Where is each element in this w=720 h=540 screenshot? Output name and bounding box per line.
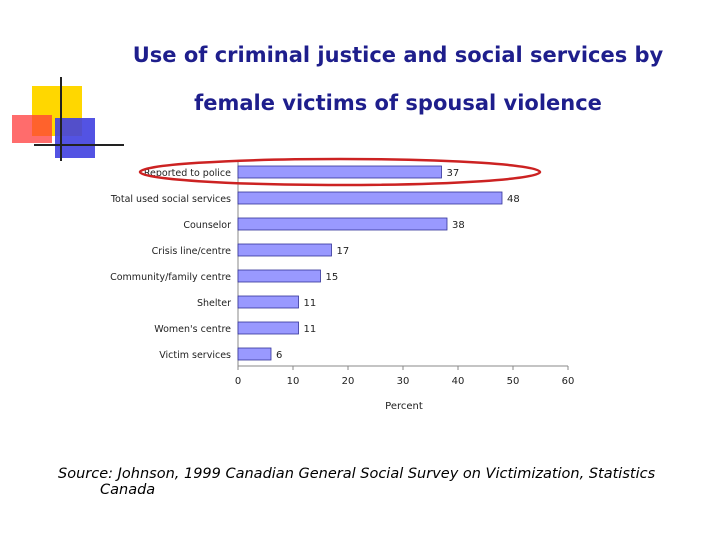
x-tick-label-0: 0 — [235, 376, 241, 387]
deco-horizontal-line — [34, 144, 124, 146]
source-citation: Source: Johnson, 1999 Canadian General S… — [58, 466, 655, 498]
x-tick-label-60: 60 — [562, 376, 575, 387]
bar-counselor — [237, 217, 448, 231]
deco-red-square — [12, 115, 52, 143]
bar-crisis-line-centre — [237, 243, 332, 257]
slide-title-line-1: Use of criminal justice and social servi… — [132, 43, 664, 67]
x-tick-label-10: 10 — [287, 376, 300, 387]
bar-reported-to-police — [237, 165, 442, 179]
value-label-shelter: 11 — [304, 298, 317, 309]
category-label-community-family-centre: Community/family centre — [110, 272, 231, 283]
category-label-reported-to-police: Reported to police — [144, 168, 231, 179]
x-tick-label-30: 30 — [397, 376, 410, 387]
x-tick-label-40: 40 — [452, 376, 465, 387]
x-axis-title: Percent — [385, 401, 423, 412]
bar-chart: Reported to police 37 Total used social se… — [110, 157, 575, 412]
x-tick-label-50: 50 — [507, 376, 520, 387]
category-label-total-used-social-services: Total used social services — [110, 194, 231, 205]
category-label-women-s-centre: Women's centre — [154, 324, 231, 335]
category-label-counselor: Counselor — [183, 220, 231, 231]
category-label-crisis-line-centre: Crisis line/centre — [152, 246, 232, 257]
bar-community-family-centre — [237, 269, 321, 283]
category-label-victim-services: Victim services — [159, 350, 231, 361]
source-line-2: Canada — [100, 482, 156, 498]
slide-title-line-2: female victims of spousal violence — [194, 91, 602, 115]
bar-shelter — [237, 295, 299, 309]
value-label-women-s-centre: 11 — [304, 324, 317, 335]
value-label-community-family-centre: 15 — [326, 272, 339, 283]
value-label-counselor: 38 — [452, 220, 465, 231]
x-tick-label-20: 20 — [342, 376, 355, 387]
bar-total-used-social-services — [237, 191, 503, 205]
value-label-total-used-social-services: 48 — [507, 194, 520, 205]
source-line-1: Source: Johnson, 1999 Canadian General S… — [58, 466, 656, 482]
value-label-crisis-line-centre: 17 — [337, 246, 350, 257]
category-label-shelter: Shelter — [197, 298, 231, 309]
value-label-victim-services: 6 — [276, 350, 282, 361]
bar-women-s-centre — [237, 321, 299, 335]
deco-vertical-line — [60, 77, 62, 161]
value-label-reported-to-police: 37 — [447, 168, 460, 179]
bar-victim-services — [237, 347, 272, 361]
highlight-ellipse — [138, 157, 542, 187]
